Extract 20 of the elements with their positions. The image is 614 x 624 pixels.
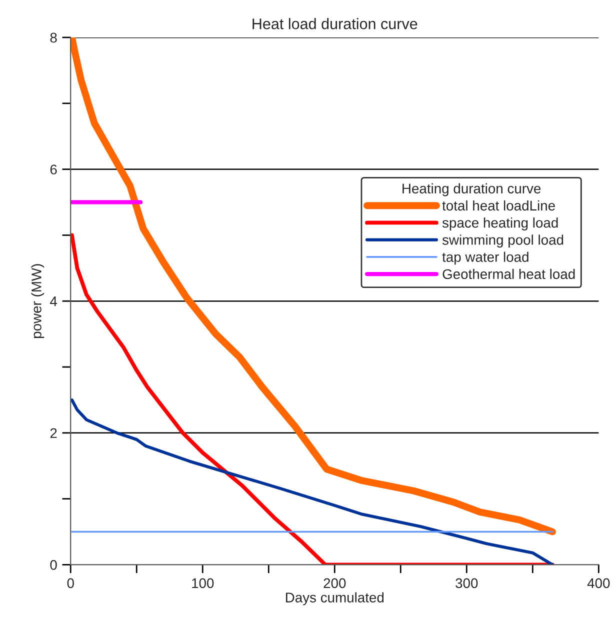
legend-label: total heat loadLine xyxy=(442,200,555,211)
x-tick-label: 400 xyxy=(587,578,610,588)
legend-label: tap water load xyxy=(442,252,528,265)
legend-label: space heating load xyxy=(442,218,558,230)
x-axis-title: Days cumulated xyxy=(286,592,384,606)
y-axis-title: power (MW) xyxy=(31,264,44,338)
x-tick-label: 300 xyxy=(456,578,478,588)
y-tick-label: 0 xyxy=(50,560,57,570)
x-tick-label: 100 xyxy=(192,578,214,588)
chart-title: Heat load duration curve xyxy=(252,18,418,30)
y-tick-label: 8 xyxy=(50,32,57,43)
legend-label: Geothermal heat load xyxy=(442,268,575,280)
y-tick-label: 4 xyxy=(50,296,58,306)
x-tick-label: 200 xyxy=(324,578,346,588)
line-series xyxy=(70,398,554,565)
legend-label: swimming pool load xyxy=(442,234,564,248)
y-tick-label: 6 xyxy=(50,164,57,174)
y-tick-label: 2 xyxy=(50,428,57,438)
legend-title: Heating duration curve xyxy=(402,183,541,196)
x-tick-label: 0 xyxy=(67,578,74,588)
